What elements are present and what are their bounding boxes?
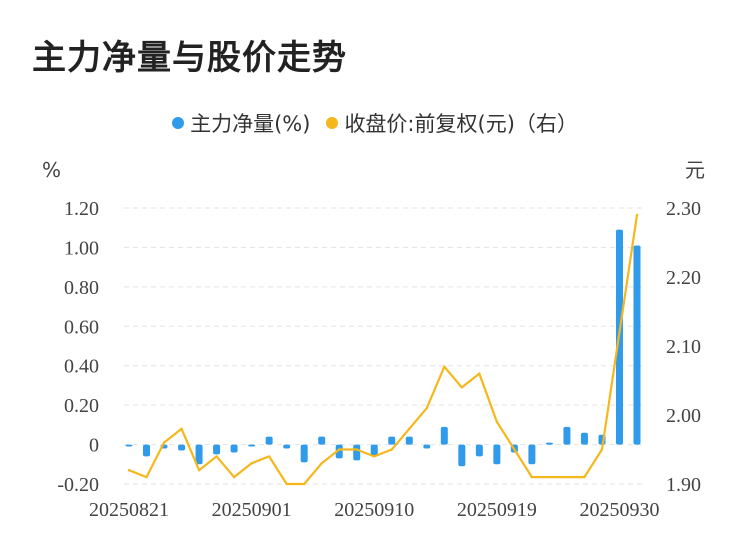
line-point bbox=[320, 462, 323, 465]
legend-label: 收盘价:前复权(元)（右） bbox=[344, 112, 578, 136]
right-tick-label: 2.30 bbox=[666, 198, 701, 220]
x-tick-label: 20250901 bbox=[212, 499, 292, 521]
line-point bbox=[127, 469, 131, 472]
line-point bbox=[425, 406, 428, 410]
x-axis: 20250821 20250901 20250910 20250919 20250930 bbox=[89, 499, 659, 521]
legend-dot-icon bbox=[172, 117, 185, 129]
line-point bbox=[408, 427, 411, 430]
line-point bbox=[250, 462, 253, 465]
line-point bbox=[548, 475, 551, 479]
bar[interactable] bbox=[178, 444, 186, 451]
bar[interactable] bbox=[475, 444, 483, 457]
bar[interactable] bbox=[300, 444, 308, 463]
left-tick-label: 0.60 bbox=[64, 316, 99, 338]
bar[interactable] bbox=[388, 436, 396, 445]
x-tick-label: 20250821 bbox=[89, 499, 169, 521]
bar[interactable] bbox=[318, 436, 326, 445]
left-tick-label: 0.40 bbox=[64, 356, 99, 378]
right-tick-label: 2.20 bbox=[666, 267, 701, 289]
line-point bbox=[635, 213, 639, 217]
line-point bbox=[583, 475, 586, 479]
bar[interactable] bbox=[230, 444, 238, 453]
right-tick-label: 2.00 bbox=[666, 405, 701, 427]
price-line[interactable] bbox=[128, 214, 639, 486]
bar[interactable] bbox=[545, 442, 553, 445]
line-point bbox=[443, 365, 446, 368]
line-point bbox=[302, 482, 306, 486]
bar[interactable] bbox=[125, 444, 133, 447]
bar[interactable] bbox=[405, 436, 413, 445]
line-point bbox=[618, 331, 621, 334]
line-point bbox=[373, 455, 376, 458]
bar[interactable] bbox=[528, 444, 536, 465]
bar[interactable] bbox=[370, 444, 378, 457]
bar[interactable] bbox=[248, 444, 256, 447]
left-tick-label: 1.00 bbox=[64, 237, 99, 259]
left-tick-label: 0.20 bbox=[64, 395, 99, 417]
line-point bbox=[145, 475, 148, 479]
left-tick-label: 1.20 bbox=[64, 198, 99, 220]
left-axis: 1.20 1.00 0.80 0.60 0.40 0.20 0 -0.20 bbox=[57, 198, 99, 496]
bar[interactable] bbox=[633, 245, 641, 445]
legend-item-net-volume[interactable]: 主力净量(%) bbox=[172, 108, 310, 138]
left-tick-label: -0.20 bbox=[57, 474, 99, 496]
line-point bbox=[267, 455, 271, 458]
line-point bbox=[338, 448, 341, 451]
right-axis-unit: 元 bbox=[685, 158, 705, 182]
left-tick-label: 0 bbox=[89, 435, 99, 457]
right-axis: 2.30 2.20 2.10 2.00 1.90 bbox=[666, 198, 701, 496]
bar[interactable] bbox=[353, 444, 361, 461]
x-tick-label: 20250930 bbox=[579, 499, 659, 521]
line-point bbox=[513, 448, 516, 451]
chart-title: 主力净量与股价走势 bbox=[32, 38, 347, 78]
line-point bbox=[530, 475, 534, 479]
line-point bbox=[495, 420, 499, 424]
bar[interactable] bbox=[143, 444, 151, 457]
legend-item-close-price[interactable]: 收盘价:前复权(元)（右） bbox=[326, 108, 578, 138]
bar[interactable] bbox=[458, 444, 466, 467]
left-axis-unit: % bbox=[42, 158, 61, 182]
line-point bbox=[565, 475, 569, 479]
bar[interactable] bbox=[580, 432, 588, 445]
bar[interactable] bbox=[563, 426, 571, 445]
line-point bbox=[355, 448, 358, 451]
line-point bbox=[285, 482, 288, 486]
line-point bbox=[460, 386, 464, 389]
bar[interactable] bbox=[265, 436, 273, 445]
line-point bbox=[215, 455, 218, 458]
line-point bbox=[232, 475, 236, 479]
line-point bbox=[478, 372, 481, 375]
line-point bbox=[162, 441, 166, 444]
right-tick-label: 2.10 bbox=[666, 336, 701, 358]
line-series bbox=[127, 213, 639, 486]
bar[interactable] bbox=[335, 444, 343, 459]
bar[interactable] bbox=[195, 444, 203, 465]
line-point bbox=[180, 427, 183, 430]
x-tick-label: 20250910 bbox=[334, 499, 414, 521]
bar[interactable] bbox=[283, 444, 291, 449]
bar[interactable] bbox=[423, 444, 431, 449]
legend-dot-icon bbox=[326, 117, 339, 129]
bar[interactable] bbox=[493, 444, 501, 465]
left-tick-label: 0.80 bbox=[64, 277, 99, 299]
bar-series bbox=[125, 229, 641, 467]
x-tick-label: 20250919 bbox=[457, 499, 537, 521]
right-tick-label: 1.90 bbox=[666, 474, 701, 496]
legend: 主力净量(%) 收盘价:前复权(元)（右） bbox=[0, 108, 750, 138]
line-point bbox=[197, 469, 201, 472]
bar[interactable] bbox=[213, 444, 221, 455]
legend-label: 主力净量(%) bbox=[190, 112, 311, 136]
bar[interactable] bbox=[440, 426, 448, 445]
line-point bbox=[390, 448, 393, 451]
line-point bbox=[600, 448, 604, 451]
